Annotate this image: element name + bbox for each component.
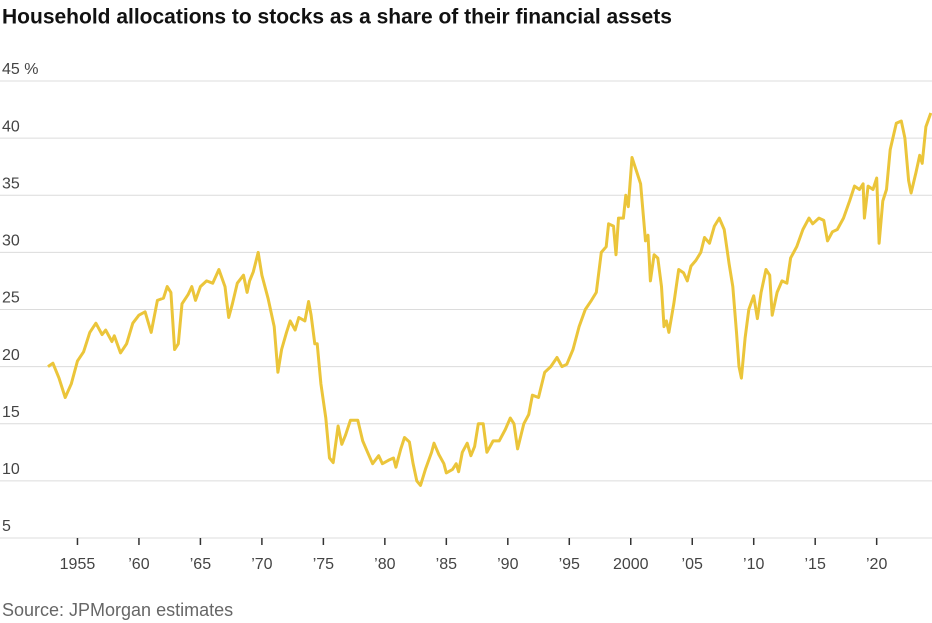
x-tick-label: ’20 xyxy=(866,556,887,573)
x-tick-label: ’10 xyxy=(743,556,764,573)
x-tick-label: ’60 xyxy=(128,556,149,573)
x-tick-label: 1955 xyxy=(60,556,96,573)
y-tick-label: 45 % xyxy=(2,61,38,78)
x-tick-label: ’65 xyxy=(190,556,211,573)
x-tick-label: ’70 xyxy=(251,556,272,573)
x-tick-label: 2000 xyxy=(613,556,649,573)
x-tick-label: ’95 xyxy=(559,556,580,573)
y-tick-label: 35 xyxy=(2,175,20,192)
x-tick-label: ’05 xyxy=(682,556,703,573)
y-tick-label: 10 xyxy=(2,461,20,478)
x-tick-label: ’75 xyxy=(313,556,334,573)
data-line xyxy=(47,112,932,487)
x-tick-label: ’85 xyxy=(436,556,457,573)
y-tick-label: 20 xyxy=(2,347,20,364)
source-note: Source: JPMorgan estimates xyxy=(2,600,233,620)
y-tick-label: 40 xyxy=(2,118,20,135)
chart-title: Household allocations to stocks as a sha… xyxy=(2,6,672,29)
y-tick-label: 25 xyxy=(2,290,20,307)
x-tick-label: ’80 xyxy=(374,556,395,573)
x-tick-label: ’90 xyxy=(497,556,518,573)
y-tick-label: 15 xyxy=(2,404,20,421)
y-tick-label: 30 xyxy=(2,233,20,250)
x-tick-label: ’15 xyxy=(805,556,826,573)
y-tick-label: 5 xyxy=(2,518,11,535)
